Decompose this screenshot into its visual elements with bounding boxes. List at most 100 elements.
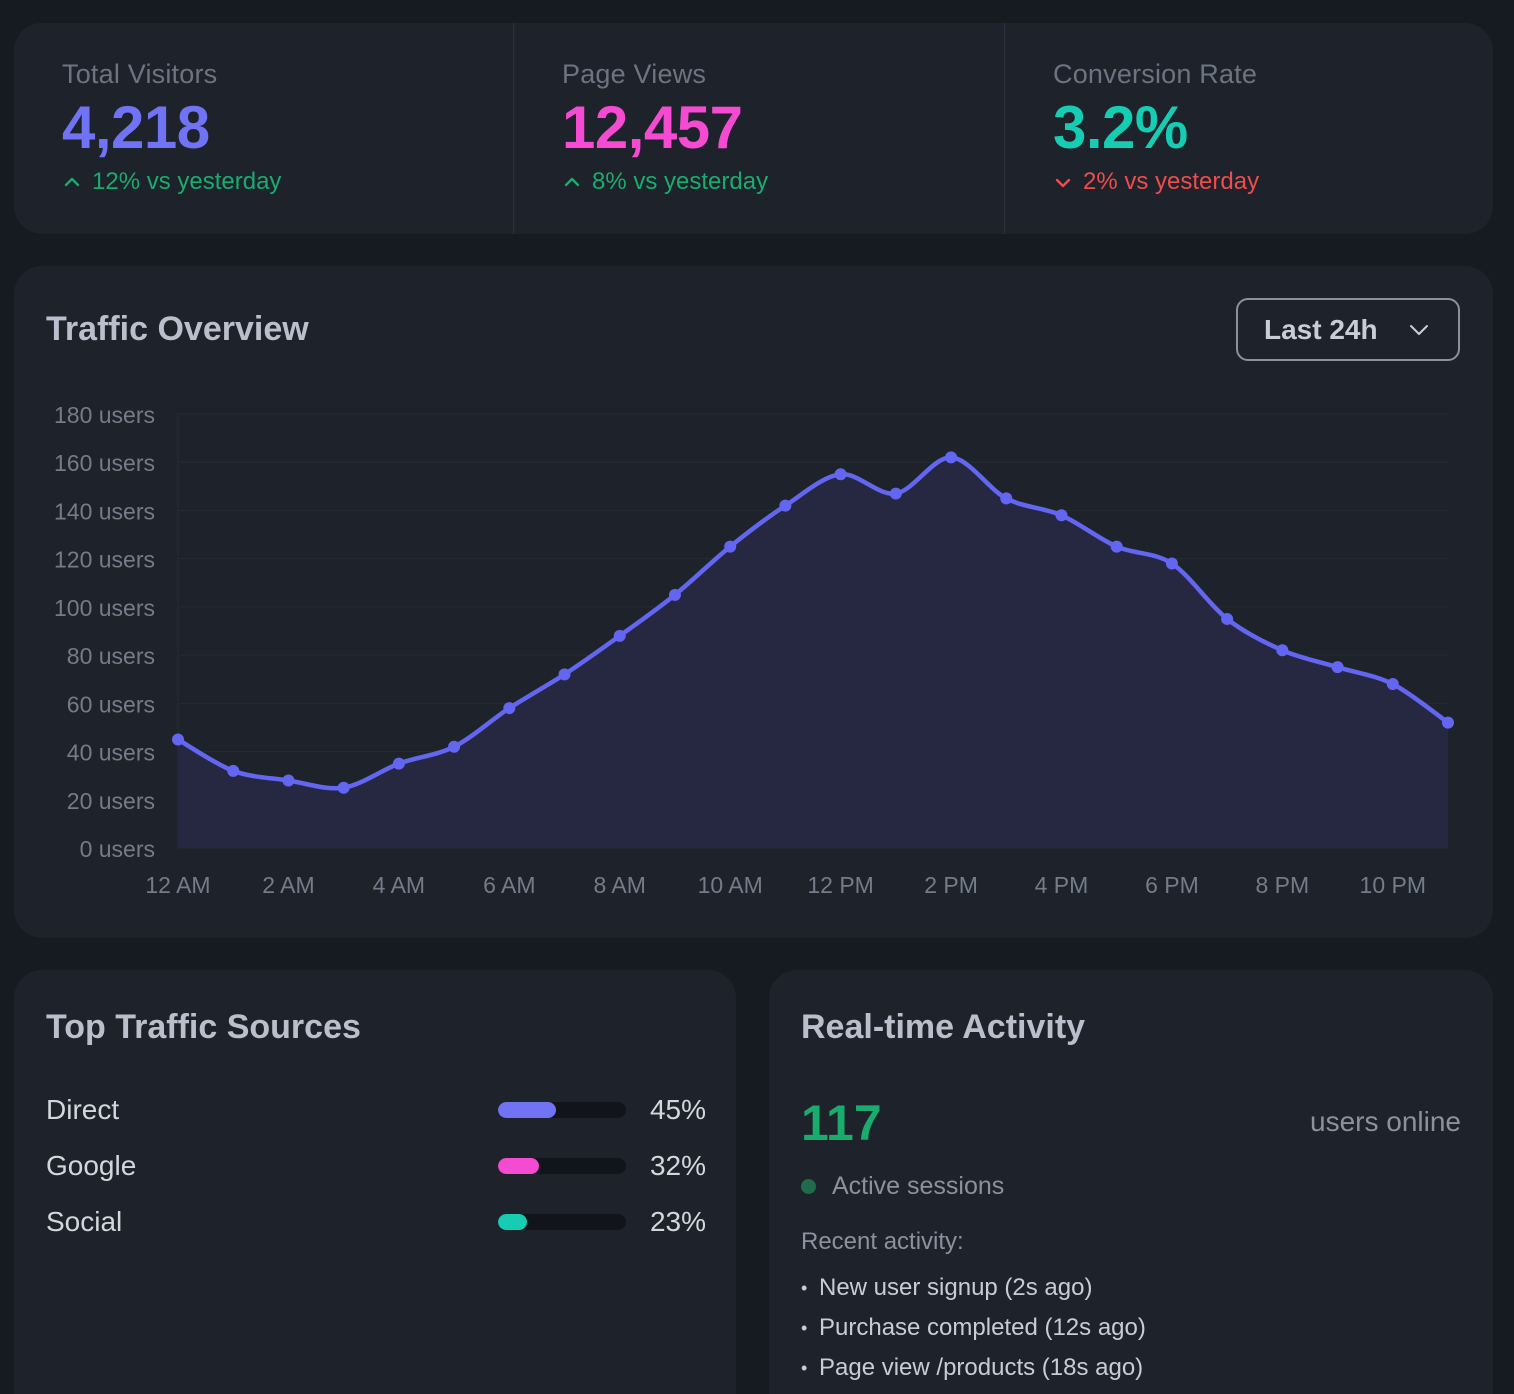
stat-total-visitors: Total Visitors 4,218 12% vs yesterday: [14, 23, 513, 234]
recent-activity-text: Purchase completed (12s ago): [819, 1314, 1146, 1341]
stat-value: 3.2%: [1053, 94, 1188, 161]
stat-label: Total Visitors: [62, 59, 218, 89]
source-name: Direct: [46, 1094, 120, 1125]
stat-conversion-rate: Conversion Rate 3.2% 2% vs yesterday: [1004, 23, 1493, 234]
y-tick-label: 180 users: [54, 402, 155, 428]
y-tick-label: 100 users: [54, 595, 155, 621]
chart-data-point: [172, 733, 184, 746]
x-tick-label: 2 AM: [262, 872, 314, 898]
source-row-social: Social 23%: [46, 1202, 706, 1242]
x-tick-label: 6 PM: [1145, 872, 1199, 898]
x-tick-label: 10 AM: [698, 872, 763, 898]
traffic-chart: 0 users 20 users 40 users 60 users 80 users 1…: [54, 402, 1454, 898]
sessions-label: Active sessions: [832, 1172, 1005, 1200]
source-percent: 23%: [649, 1206, 706, 1237]
recent-activity-text: Page view /products (18s ago): [819, 1354, 1144, 1381]
y-tick-label: 20 users: [67, 788, 155, 814]
stat-change: 12% vs yesterday: [62, 168, 513, 196]
traffic-title: Traffic Overview: [46, 310, 309, 348]
source-row-google: Google 32%: [46, 1146, 706, 1186]
x-tick-label: 10 PM: [1360, 872, 1426, 898]
list-item: • Page view /products (18s ago): [801, 1348, 1146, 1388]
stat-value: 4,218: [62, 94, 210, 161]
stat-change: 8% vs yesterday: [562, 168, 1004, 196]
chevron-up-icon: [564, 177, 580, 187]
stat-value: 12,457: [562, 94, 743, 161]
source-bar: [498, 1214, 626, 1230]
source-bar: [498, 1158, 626, 1174]
chart-data-point: [889, 487, 902, 500]
chart-data-point: [558, 668, 571, 681]
chart-data-point: [724, 540, 737, 553]
x-tick-label: 8 AM: [594, 872, 646, 898]
y-tick-label: 160 users: [54, 450, 155, 476]
chart-data-point: [1055, 509, 1068, 522]
stat-change-text: 12% vs yesterday: [92, 168, 282, 195]
x-tick-label: 8 PM: [1256, 872, 1310, 898]
chart-data-point: [503, 702, 516, 715]
chart-data-point: [337, 781, 350, 794]
chart-data-point: [779, 499, 792, 512]
source-row-direct: Direct 45%: [46, 1090, 706, 1130]
online-label: users online: [1310, 1106, 1461, 1137]
source-bar-fill: [498, 1214, 528, 1230]
bullet-icon: •: [801, 1277, 808, 1298]
recent-activity-title: Recent activity:: [801, 1228, 964, 1255]
list-item: • Purchase completed (12s ago): [801, 1308, 1146, 1348]
y-tick-label: 140 users: [54, 498, 155, 524]
chevron-up-icon: [64, 177, 80, 187]
stat-change: 2% vs yesterday: [1053, 168, 1493, 196]
chart-data-point: [282, 774, 295, 787]
source-bar-fill: [498, 1158, 539, 1174]
chart-data-point: [448, 740, 461, 753]
chart-data-point: [1165, 557, 1178, 570]
traffic-overview-card: 0 users 20 users 40 users 60 users 80 users 1…: [14, 266, 1493, 938]
chart-data-point: [1276, 644, 1289, 657]
range-label: Last 24h: [1264, 313, 1378, 345]
x-tick-label: 12 AM: [145, 872, 210, 898]
source-name: Social: [46, 1206, 123, 1237]
range-dropdown[interactable]: Last 24h: [1236, 298, 1460, 361]
y-tick-label: 0 users: [80, 836, 155, 862]
source-percent: 32%: [649, 1150, 706, 1181]
sources-title: Top Traffic Sources: [46, 1008, 361, 1046]
bullet-icon: •: [801, 1317, 808, 1338]
x-tick-label: 4 AM: [373, 872, 425, 898]
y-tick-label: 60 users: [67, 691, 155, 717]
stat-label: Page Views: [562, 59, 707, 89]
stat-page-views: Page Views 12,457 8% vs yesterday: [513, 23, 1004, 234]
traffic-sources-card: Top Traffic Sources Direct 45% Google 32…: [14, 970, 736, 1394]
online-count: 117: [801, 1095, 882, 1151]
chart-data-point: [613, 629, 626, 642]
chart-data-point: [1221, 612, 1234, 625]
chevron-down-icon: [1410, 324, 1428, 335]
activity-title: Real-time Activity: [801, 1008, 1086, 1046]
list-item: • New user signup (2s ago): [801, 1268, 1146, 1308]
x-tick-label: 2 PM: [924, 872, 978, 898]
stat-label: Conversion Rate: [1053, 59, 1258, 89]
stat-change-text: 8% vs yesterday: [592, 168, 769, 195]
stats-card: Total Visitors 4,218 12% vs yesterday Pa…: [14, 23, 1493, 234]
chart-data-point: [392, 757, 405, 770]
chart-data-point: [1331, 661, 1344, 674]
y-tick-label: 120 users: [54, 547, 155, 573]
stat-change-text: 2% vs yesterday: [1083, 168, 1260, 195]
x-tick-label: 12 PM: [807, 872, 873, 898]
chart-data-point: [668, 588, 681, 601]
x-tick-label: 6 AM: [483, 872, 535, 898]
source-bar: [498, 1102, 626, 1118]
chart-data-point: [1442, 716, 1454, 729]
chevron-down-icon: [1055, 178, 1071, 188]
y-tick-label: 80 users: [67, 643, 155, 669]
source-bar-fill: [498, 1102, 556, 1118]
source-percent: 45%: [649, 1094, 706, 1125]
active-sessions: Active sessions: [801, 1172, 1004, 1201]
source-name: Google: [46, 1150, 137, 1181]
chart-area-fill: [178, 457, 1448, 848]
bullet-icon: •: [801, 1357, 808, 1378]
chart-data-point: [1386, 678, 1399, 691]
chart-data-point: [945, 451, 958, 464]
realtime-activity-card: Real-time Activity 117 users online Acti…: [769, 970, 1493, 1394]
x-tick-label: 4 PM: [1035, 872, 1089, 898]
recent-activity-list: • New user signup (2s ago) • Purchase comp…: [801, 1268, 1146, 1388]
